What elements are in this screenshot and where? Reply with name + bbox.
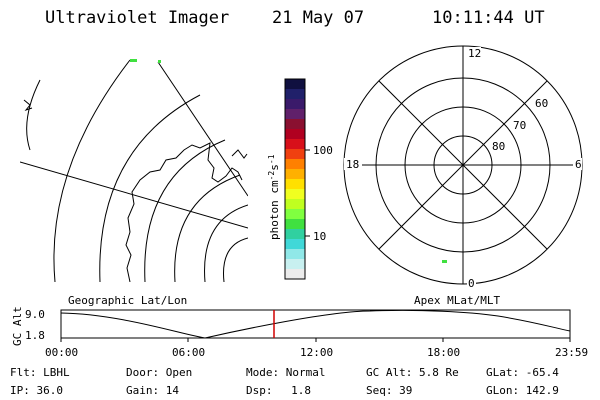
colorbar-label: photon cm-2s-1	[267, 154, 281, 240]
info-seq: Seq: 39	[366, 384, 413, 397]
lat-label-60: 60	[535, 97, 548, 110]
colorbar-segment	[285, 239, 305, 250]
colorbar-segment	[285, 149, 305, 160]
colorbar-segment	[285, 259, 305, 270]
app-title: Ultraviolet Imager	[45, 8, 230, 28]
latitude-arc	[26, 79, 41, 151]
colorbar-tick-label: 10	[313, 230, 326, 243]
latitude-arc	[204, 204, 248, 282]
auroral-spot	[158, 60, 161, 63]
altitude-ytick: 9.0	[25, 308, 45, 321]
info-mode: Mode: Normal	[246, 366, 326, 379]
altitude-xtick: 00:00	[45, 346, 78, 359]
colorbar-segment	[285, 169, 305, 180]
altitude-panel-frame	[60, 309, 571, 339]
latitude-arc	[144, 139, 226, 282]
mlt-label-18: 18	[346, 158, 359, 171]
altitude-xtick: 06:00	[172, 346, 205, 359]
altitude-xtick: 23:59	[555, 346, 588, 359]
coastline	[23, 99, 33, 112]
geographic-label: Geographic Lat/Lon	[68, 294, 187, 307]
mlt-label-6: 6	[575, 158, 582, 171]
info-dsp: Dsp: 1.8	[246, 384, 311, 397]
info-ip: IP: 36.0	[10, 384, 63, 397]
info-glat: GLat: -65.4	[486, 366, 559, 379]
colorbar-segment	[285, 139, 305, 150]
colorbar-segment	[285, 89, 305, 100]
colorbar-frame	[284, 78, 306, 280]
colorbar-tick-label: 100	[313, 144, 333, 157]
colorbar-segment	[285, 179, 305, 190]
colorbar-segment	[285, 269, 305, 280]
colorbar-segment	[285, 199, 305, 210]
header-time: 10:11:44 UT	[432, 8, 545, 28]
altitude-xtick: 18:00	[427, 346, 460, 359]
longitude-line	[157, 61, 248, 197]
geographic-map	[20, 59, 248, 282]
coastline	[231, 149, 248, 159]
colorbar-segment	[285, 99, 305, 110]
latitude-arc	[174, 174, 241, 282]
altitude-ytick: 1.8	[25, 329, 45, 342]
colorbar	[285, 79, 305, 280]
altitude-axis-label: GC Alt	[11, 306, 24, 346]
info-door: Door: Open	[126, 366, 193, 379]
lat-label-80: 80	[492, 140, 505, 153]
altitude-curve	[60, 309, 571, 339]
colorbar-segment	[285, 109, 305, 120]
colorbar-segment	[285, 219, 305, 230]
mlt-label-12: 12	[468, 47, 481, 60]
longitude-line	[20, 161, 248, 229]
info-flt: Flt: LBHL	[10, 366, 70, 379]
colorbar-segment	[285, 209, 305, 220]
colorbar-segment	[285, 249, 305, 260]
polar-auroral-spot	[442, 260, 447, 263]
colorbar-segment	[285, 119, 305, 130]
colorbar-segment	[285, 189, 305, 200]
header-date: 21 May 07	[272, 8, 365, 28]
latitude-arc	[223, 237, 248, 282]
mlt-label-0: 0	[468, 277, 475, 290]
apex-label: Apex MLat/MLT	[414, 294, 500, 307]
altitude-xtick: 12:00	[300, 346, 333, 359]
coastline	[125, 142, 243, 282]
colorbar-segment	[285, 129, 305, 140]
info-gc-alt: GC Alt: 5.8 Re	[366, 366, 459, 379]
latitude-arc	[99, 94, 201, 282]
colorbar-segment	[285, 79, 305, 90]
colorbar-segment	[285, 159, 305, 170]
lat-label-70: 70	[513, 119, 526, 132]
auroral-spot	[130, 59, 137, 62]
colorbar-segment	[285, 229, 305, 240]
latitude-arc	[53, 59, 131, 282]
info-gain: Gain: 14	[126, 384, 179, 397]
polar-grid	[343, 45, 583, 285]
info-glon: GLon: 142.9	[486, 384, 559, 397]
